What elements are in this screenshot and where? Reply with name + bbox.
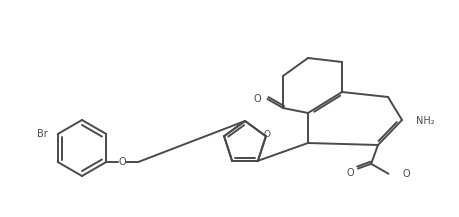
Text: Br: Br [37,129,48,139]
Text: O: O [346,168,353,178]
Text: O: O [118,157,126,167]
Text: O: O [253,94,261,104]
Text: O: O [402,169,409,179]
Text: NH₂: NH₂ [415,116,434,126]
Text: O: O [263,130,270,139]
